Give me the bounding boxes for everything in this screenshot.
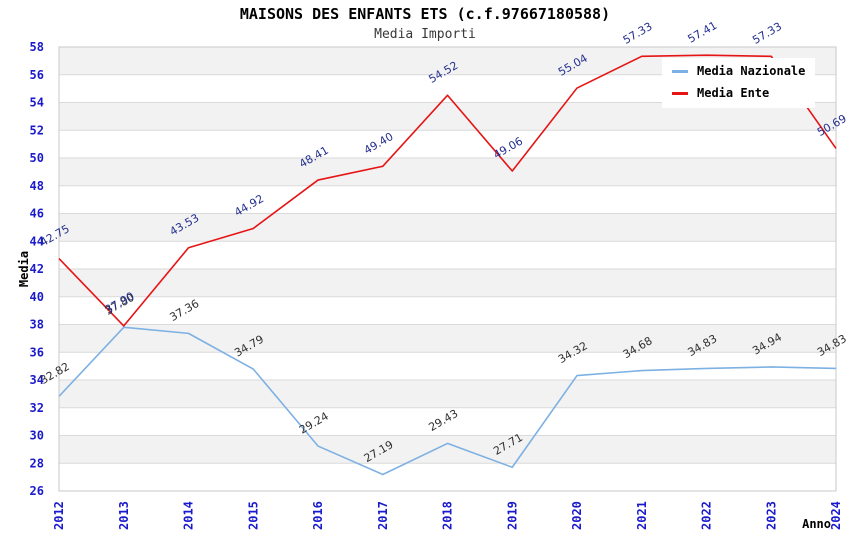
x-tick-label: 2022 [700,501,714,530]
y-tick-label: 48 [30,179,44,193]
x-tick-label: 2023 [764,501,778,530]
data-label: 57.33 [750,20,784,47]
x-tick-label: 2021 [635,501,649,530]
x-tick-label: 2018 [441,501,455,530]
legend-item-media-nazionale[interactable]: Media Nazionale [672,61,805,81]
y-tick-label: 30 [30,429,44,443]
legend-label-media-nazionale: Media Nazionale [697,64,806,78]
y-tick-label: 32 [30,401,44,415]
y-tick-label: 44 [30,234,44,248]
x-tick-label: 2019 [505,501,519,530]
grid-band [59,213,836,242]
x-tick-label: 2024 [829,501,843,530]
grid-band [59,463,836,491]
y-tick-label: 56 [30,68,44,82]
chart-legend: Media Nazionale Media Ente [662,58,816,108]
grid-band [59,407,836,436]
y-axis-title: Media [17,251,31,287]
grid-band [59,435,836,464]
y-tick-label: 34 [30,373,44,387]
grid-band [59,352,836,380]
grid-band [59,185,836,214]
chart-title: MAISONS DES ENFANTS ETS (c.f.97667180588… [239,5,611,23]
x-axis-title: Anno [802,517,831,531]
grid-band [59,158,836,186]
data-label: 57.41 [686,19,720,46]
media-nazionale-line [58,326,837,476]
x-tick-label: 2017 [376,501,390,530]
y-tick-label: 26 [30,484,44,498]
grid-band [59,130,836,158]
y-tick-label: 42 [30,262,44,276]
grid-band [59,296,836,325]
chart-subtitle: Media Importi [374,27,476,42]
legend-item-media-ente[interactable]: Media Ente [672,83,805,103]
y-tick-label: 28 [30,456,44,470]
media-ente-line [58,54,837,327]
y-tick-label: 40 [30,290,44,304]
y-tick-label: 54 [30,96,44,110]
x-tick-label: 2020 [570,501,584,530]
x-tick-label: 2012 [52,501,66,530]
x-tick-label: 2015 [246,501,260,530]
x-tick-label: 2013 [117,501,131,530]
grid-band [59,241,836,269]
y-tick-label: 52 [30,123,44,137]
grid-band [59,380,836,408]
media-ente-swatch-icon [672,91,688,95]
grid-band [59,324,836,353]
x-tick-label: 2014 [182,501,196,530]
y-tick-label: 38 [30,318,44,332]
data-label: 57.33 [621,20,655,47]
x-tick-label: 2016 [311,501,325,530]
y-tick-label: 36 [30,345,44,359]
y-tick-label: 46 [30,207,44,221]
y-tick-label: 58 [30,40,44,54]
y-tick-label: 50 [30,151,44,165]
grid-band [59,269,836,297]
media-nazionale-swatch-icon [672,69,688,73]
legend-label-media-ente: Media Ente [697,86,770,100]
plot-border [58,46,837,492]
